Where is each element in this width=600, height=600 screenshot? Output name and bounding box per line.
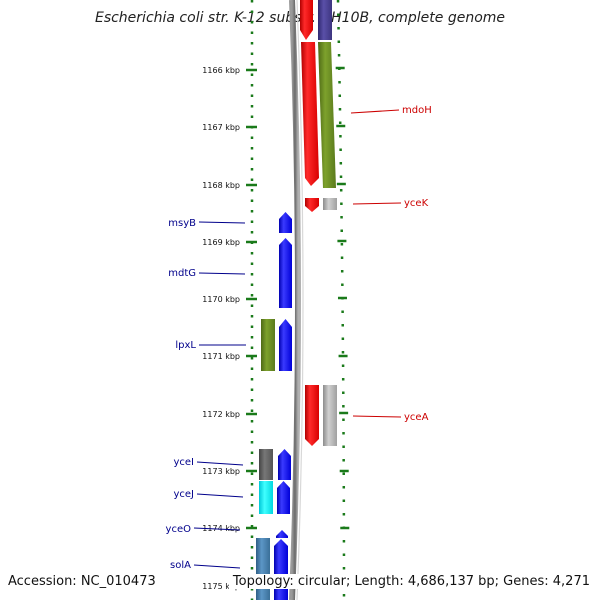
- genome-backbone-edge: [296, 0, 304, 600]
- left-label-lines: [193, 221, 246, 569]
- tick-label: 1171 kbp: [202, 352, 240, 361]
- label-line-yceK: [352, 202, 402, 205]
- reverse-gene-mdoH: [301, 42, 319, 186]
- reverse-gene-yceK: [305, 198, 319, 212]
- gene-label-yceO: yceO: [166, 524, 192, 535]
- forward-gene-lpxL: [279, 319, 292, 371]
- accession-label: Accession: NC_010473: [8, 574, 156, 589]
- cog-bar-yceK: [323, 198, 337, 210]
- tick-label: 1174 kbp: [202, 524, 240, 533]
- label-line-mdtG: [198, 272, 246, 275]
- genome-summary: Topology: circular; Length: 4,686,137 bp…: [228, 574, 590, 589]
- forward-gene-msyB: [279, 212, 292, 233]
- forward-gene-yceI: [278, 449, 291, 480]
- cog-bar-yceJ: [259, 481, 273, 514]
- forward-gene-mdtG: [279, 238, 292, 308]
- cog-bar-mdoH: [318, 42, 336, 188]
- label-line-yceI: [196, 461, 244, 466]
- cog-bar-solA: [256, 538, 270, 600]
- kbp-labels: 1166 kbp 1167 kbp 1168 kbp 1169 kbp 1170…: [202, 66, 240, 591]
- label-line-solA: [193, 564, 241, 569]
- right-label-lines: [350, 109, 402, 418]
- cog-bar-purple: [318, 0, 332, 40]
- forward-gene-solA: [274, 539, 288, 600]
- tick-label: 1166 kbp: [202, 66, 240, 75]
- tick-label: 1170 kbp: [202, 295, 240, 304]
- tick-label: 1172 kbp: [202, 410, 240, 419]
- tick-label: 1169 kbp: [202, 238, 240, 247]
- gene-label-mdtG: mdtG: [168, 268, 196, 279]
- reverse-gene-top: [300, 0, 313, 40]
- label-line-yceO: [193, 527, 241, 531]
- gene-label-yceA: yceA: [404, 412, 429, 423]
- gene-label-yceK: yceK: [404, 198, 429, 209]
- left-gene-labels: msyB mdtG lpxL yceI yceJ yceO solA: [166, 218, 197, 571]
- tick-label: 1173 kbp: [202, 467, 240, 476]
- tick-label: 1168 kbp: [202, 181, 240, 190]
- forward-gene-yceJ: [277, 481, 290, 514]
- cog-bar-lpxL: [261, 319, 275, 371]
- label-line-msyB: [198, 221, 246, 224]
- cog-bar-yceI: [259, 449, 273, 480]
- outer-ring-right: [336, 0, 346, 600]
- tick-label: 1175 kbp: [202, 582, 240, 591]
- label-line-mdoH: [350, 109, 400, 114]
- gene-label-lpxL: lpxL: [175, 340, 196, 351]
- gene-label-solA: solA: [170, 560, 191, 571]
- right-gene-labels: mdoH yceK yceA: [402, 105, 432, 423]
- label-line-yceA: [352, 415, 402, 418]
- gene-label-yceI: yceI: [173, 457, 194, 468]
- label-line-yceJ: [196, 493, 244, 498]
- gene-label-msyB: msyB: [168, 218, 196, 229]
- reverse-gene-yceA: [305, 385, 319, 446]
- genome-backbone: [289, 0, 301, 600]
- gene-label-yceJ: yceJ: [173, 489, 194, 500]
- tick-label: 1167 kbp: [202, 123, 240, 132]
- cog-bar-yceA: [323, 385, 337, 446]
- forward-gene-yceO: [276, 530, 288, 538]
- gene-label-mdoH: mdoH: [402, 105, 432, 116]
